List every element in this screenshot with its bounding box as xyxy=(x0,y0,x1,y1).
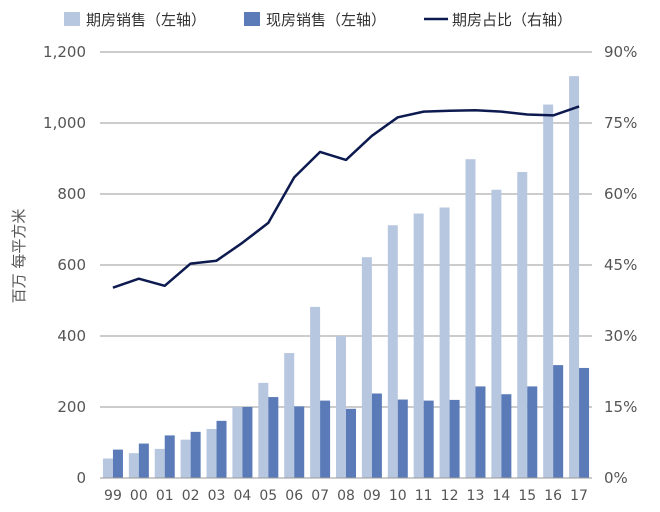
bar-completed-sale xyxy=(501,394,512,478)
bar-presale xyxy=(232,407,243,478)
x-tick-label: 15 xyxy=(518,488,536,504)
bar-presale xyxy=(387,225,398,478)
bar-presale xyxy=(465,159,476,478)
right-tick-label: 60% xyxy=(604,185,637,203)
left-tick-label: 200 xyxy=(57,398,86,416)
y-axis-label: 百万 每平方米 xyxy=(10,209,28,304)
x-tick-label: 11 xyxy=(415,488,433,504)
bar-presale xyxy=(154,448,165,478)
right-tick-label: 15% xyxy=(604,398,637,416)
bar-completed-sale xyxy=(346,408,356,478)
bar-completed-sale xyxy=(190,431,201,478)
right-tick-label: 30% xyxy=(604,327,637,345)
x-tick-label: 02 xyxy=(182,488,200,504)
share-line xyxy=(112,105,580,289)
bar-presale xyxy=(413,213,424,478)
left-tick-label: 0 xyxy=(76,469,86,487)
legend-label: 期房占比（右轴） xyxy=(452,11,572,29)
x-tick-label: 13 xyxy=(467,488,485,504)
x-tick-label: 08 xyxy=(337,488,355,504)
bar-completed-sale xyxy=(553,365,564,478)
bar-completed-sale xyxy=(371,393,382,478)
left-tick-label: 800 xyxy=(57,185,86,203)
x-tick-label: 03 xyxy=(208,488,226,504)
x-tick-label: 17 xyxy=(570,488,588,504)
bar-presale xyxy=(258,382,269,478)
bar-completed-sale xyxy=(112,449,123,478)
x-tick-label: 07 xyxy=(311,488,329,504)
bar-completed-sale xyxy=(164,435,175,478)
right-tick-label: 75% xyxy=(604,114,637,132)
bar-completed-sale xyxy=(242,407,253,478)
bar-presale xyxy=(569,76,580,478)
bar-presale xyxy=(517,171,528,479)
bar-presale xyxy=(361,257,372,478)
bar-completed-sale xyxy=(138,443,149,478)
bar-completed-sale xyxy=(527,386,538,478)
x-tick-label: 10 xyxy=(389,488,407,504)
bar-completed-sale xyxy=(423,400,434,478)
bar-completed-sale xyxy=(216,420,227,478)
bar-completed-sale xyxy=(579,367,590,478)
legend-swatch xyxy=(244,12,260,26)
legend-label: 期房销售（左轴） xyxy=(86,11,206,29)
bar-presale xyxy=(336,336,346,478)
bar-completed-sale xyxy=(320,400,331,478)
x-tick-label: 05 xyxy=(259,488,277,504)
legend-swatch xyxy=(64,12,80,26)
x-tick-label: 00 xyxy=(130,488,148,504)
x-tick-label: 06 xyxy=(285,488,303,504)
bar-completed-sale xyxy=(449,399,460,478)
bar-completed-sale xyxy=(294,406,305,478)
bar-completed-sale xyxy=(475,386,486,478)
x-tick-label: 04 xyxy=(234,488,252,504)
bar-presale xyxy=(543,104,554,478)
x-tick-label: 16 xyxy=(544,488,562,504)
left-tick-label: 400 xyxy=(57,327,86,345)
legend: 期房销售（左轴） 现房销售（左轴） 期房占比（右轴） xyxy=(64,11,572,29)
bar-completed-sale xyxy=(268,397,279,478)
bar-presale xyxy=(310,306,321,478)
line-presale-share xyxy=(112,105,580,289)
right-tick-label: 90% xyxy=(604,43,637,61)
x-tick-label: 99 xyxy=(104,488,122,504)
bar-presale xyxy=(491,189,502,479)
bar-presale xyxy=(206,429,217,478)
x-tick-label: 09 xyxy=(363,488,381,504)
x-tick-label: 01 xyxy=(156,488,174,504)
left-tick-label: 1,200 xyxy=(43,43,86,61)
bars xyxy=(102,76,590,479)
bar-presale xyxy=(284,353,295,478)
bar-presale xyxy=(102,458,113,478)
bar-presale xyxy=(439,207,450,479)
right-tick-label: 0% xyxy=(604,469,628,487)
left-tick-label: 600 xyxy=(57,256,86,274)
x-tick-label: 14 xyxy=(492,488,510,504)
legend-label: 现房销售（左轴） xyxy=(266,11,386,29)
left-tick-label: 1,000 xyxy=(43,114,86,132)
x-tick-label: 12 xyxy=(441,488,459,504)
bar-completed-sale xyxy=(397,399,408,478)
bar-presale xyxy=(180,439,191,478)
axes: 02004006008001,0001,2000%15%30%45%60%75%… xyxy=(43,43,637,504)
right-tick-label: 45% xyxy=(604,256,637,274)
bar-presale xyxy=(128,453,139,478)
